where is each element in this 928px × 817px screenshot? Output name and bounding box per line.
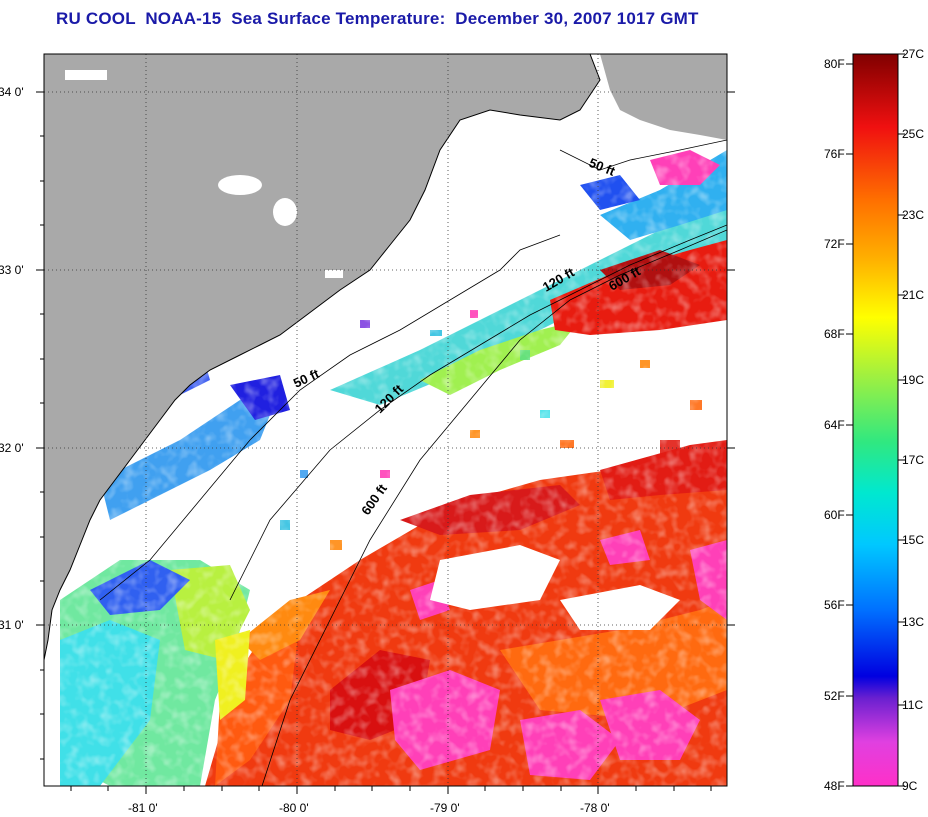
- colorbar-c-25: 25C: [902, 127, 924, 141]
- contour-120ft: [229, 224, 727, 601]
- colorbar-c-21: 21C: [902, 288, 924, 302]
- colorbar-c-27: 27C: [902, 47, 924, 61]
- lat-label-31: 31 0': [0, 618, 24, 632]
- map-frame: [43, 53, 728, 787]
- lat-label-32: 32 0': [0, 441, 24, 455]
- lon-label-79: -79 0': [430, 801, 460, 815]
- colorbar-f-60: 60F: [824, 508, 845, 522]
- lat-label-33: 33 0': [0, 263, 24, 277]
- colorbar-ticks: [846, 53, 905, 787]
- lon-label-80: -80 0': [279, 801, 309, 815]
- colorbar-f-48: 48F: [824, 779, 845, 793]
- colorbar: 80F 76F 72F 68F 64F 60F 56F 52F 48F 27C …: [824, 47, 924, 793]
- colorbar-c-19: 19C: [902, 373, 924, 387]
- colorbar-c-23: 23C: [902, 208, 924, 222]
- colorbar-c-17: 17C: [902, 453, 924, 467]
- colorbar-f-80: 80F: [824, 57, 845, 71]
- colorbar-f-72: 72F: [824, 237, 845, 251]
- lat-label-34: 34 0': [0, 85, 24, 99]
- contour-600ft: [261, 229, 727, 786]
- lon-label-78: -78 0': [580, 801, 610, 815]
- colorbar-f-52: 52F: [824, 689, 845, 703]
- coastline: [44, 54, 601, 661]
- colorbar-c-13: 13C: [902, 615, 924, 629]
- sst-map: 50 ft 120 ft 600 ft 50 ft 120 ft 600 ft …: [0, 53, 735, 815]
- colorbar-f-76: 76F: [824, 147, 845, 161]
- colorbar-c-15: 15C: [902, 533, 924, 547]
- colorbar-f-56: 56F: [824, 598, 845, 612]
- map-title: RU COOL NOAA-15 Sea Surface Temperature:…: [56, 9, 699, 28]
- land-northeast: [600, 54, 727, 140]
- colorbar-c-11: 11C: [902, 698, 923, 712]
- axis-ticks: [36, 91, 735, 794]
- colorbar-c-9: 9C: [902, 779, 918, 793]
- cloud-over-land: [65, 70, 343, 278]
- contour-50ft: [99, 139, 727, 601]
- lon-label-81: -81 0': [128, 801, 158, 815]
- land-mass: [44, 54, 600, 660]
- colorbar-gradient: [852, 53, 899, 787]
- colorbar-f-68: 68F: [824, 327, 845, 341]
- colorbar-f-64: 64F: [824, 418, 845, 432]
